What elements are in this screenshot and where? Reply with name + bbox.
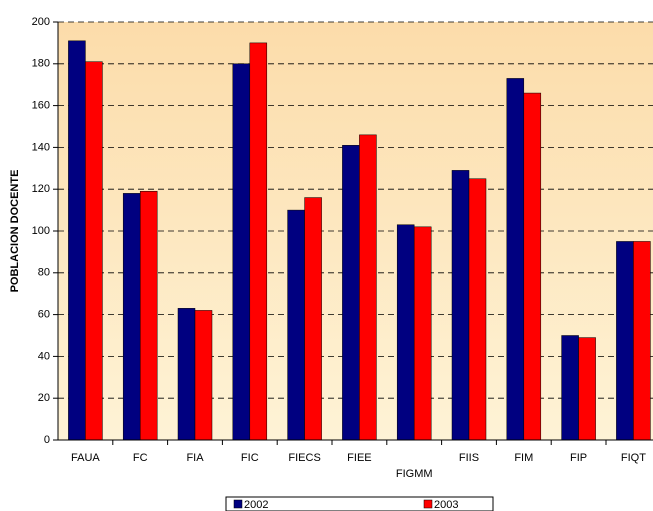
y-tick-label: 180 xyxy=(32,58,50,70)
y-tick-label: 20 xyxy=(38,392,50,404)
bar xyxy=(451,170,470,441)
x-tick-label: FIP xyxy=(570,452,587,464)
x-tick-label: FIIS xyxy=(459,452,479,464)
x-tick-label: FIA xyxy=(186,452,204,464)
bar xyxy=(232,63,251,441)
bar xyxy=(287,209,305,441)
bar xyxy=(561,335,579,441)
y-tick-label: 100 xyxy=(32,225,50,237)
legend-label: 2003 xyxy=(434,499,458,511)
bar xyxy=(194,310,213,441)
bar xyxy=(122,193,141,441)
bar xyxy=(616,241,634,441)
bar xyxy=(359,134,377,441)
bar xyxy=(396,224,415,441)
bar xyxy=(139,191,158,441)
x-tick-label: FIC xyxy=(241,452,259,464)
y-tick-label: 160 xyxy=(32,100,50,112)
x-tick-label: FIGMM xyxy=(396,468,433,480)
bar xyxy=(85,61,103,441)
bar xyxy=(177,308,196,441)
x-tick-label: FIEE xyxy=(347,452,371,464)
y-axis-title: POBLACION DOCENTE xyxy=(9,170,21,293)
y-tick-label: 60 xyxy=(38,309,50,321)
x-tick-label: FIM xyxy=(514,452,533,464)
y-tick-label: 200 xyxy=(32,16,50,28)
legend-swatch xyxy=(423,499,433,509)
bar xyxy=(68,40,86,441)
bar xyxy=(342,145,360,441)
y-tick-label: 80 xyxy=(38,267,50,279)
bar xyxy=(523,92,542,441)
legend-swatch xyxy=(233,499,243,509)
x-tick-label: FC xyxy=(133,452,148,464)
bar xyxy=(468,178,487,441)
legend-label: 2002 xyxy=(244,499,268,511)
bar xyxy=(304,197,322,441)
bar xyxy=(249,42,268,441)
y-tick-label: 140 xyxy=(32,141,50,153)
x-tick-label: FIECS xyxy=(288,452,320,464)
y-tick-label: 40 xyxy=(38,350,50,362)
x-tick-label: FIQT xyxy=(621,452,646,464)
y-tick-label: 120 xyxy=(32,183,50,195)
x-tick-label: FAUA xyxy=(71,452,100,464)
bar xyxy=(633,241,651,441)
bar xyxy=(578,337,596,441)
bar xyxy=(413,226,432,441)
y-tick-label: 0 xyxy=(44,434,50,446)
bar xyxy=(506,78,525,441)
